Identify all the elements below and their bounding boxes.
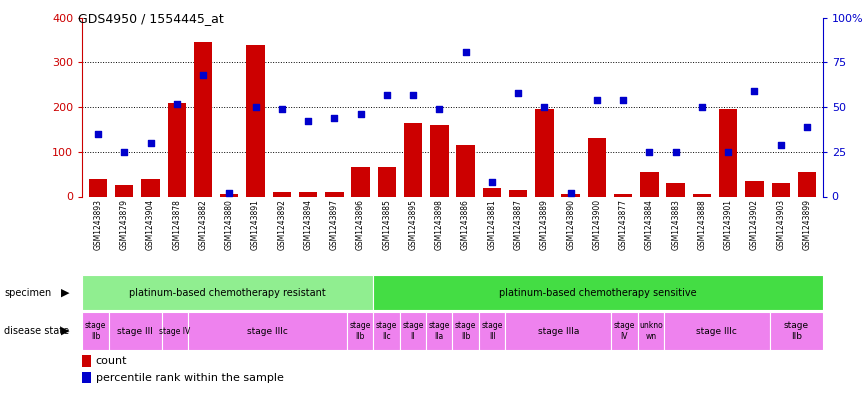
Text: disease state: disease state	[4, 326, 69, 336]
Point	[800, 124, 814, 130]
Bar	[456, 145, 475, 196]
Point	[196, 72, 210, 78]
Point	[301, 118, 315, 125]
Text: stage
III: stage III	[481, 321, 503, 341]
Text: stage
IV: stage IV	[614, 321, 635, 341]
Point	[327, 115, 341, 121]
Text: stage
IIa: stage IIa	[429, 321, 450, 341]
Bar	[479, 312, 506, 350]
Point	[223, 190, 236, 196]
Bar	[399, 312, 426, 350]
Bar	[614, 194, 632, 196]
Point	[564, 190, 578, 196]
Bar	[194, 42, 212, 196]
Bar	[141, 178, 159, 196]
Text: stage
IIb: stage IIb	[455, 321, 476, 341]
Bar	[346, 312, 373, 350]
Point	[485, 179, 499, 185]
Text: GDS4950 / 1554445_at: GDS4950 / 1554445_at	[78, 12, 223, 25]
Point	[275, 106, 288, 112]
Bar	[452, 312, 479, 350]
Text: stage IIIc: stage IIIc	[247, 327, 288, 336]
Bar	[246, 44, 265, 196]
Bar	[89, 178, 107, 196]
Bar	[482, 187, 501, 196]
Bar	[373, 275, 823, 310]
Point	[511, 90, 525, 96]
Bar	[168, 103, 186, 196]
Point	[643, 149, 656, 155]
Bar	[746, 181, 764, 196]
Bar	[378, 167, 396, 196]
Bar	[509, 190, 527, 196]
Bar	[588, 138, 606, 196]
Text: stage IIIa: stage IIIa	[538, 327, 579, 336]
Bar	[325, 192, 344, 196]
Bar	[561, 194, 580, 196]
Point	[353, 111, 367, 118]
Bar	[273, 192, 291, 196]
Text: stage
II: stage II	[402, 321, 423, 341]
Point	[170, 100, 184, 107]
Bar	[373, 312, 399, 350]
Text: stage III: stage III	[117, 327, 153, 336]
Text: stage IV: stage IV	[159, 327, 191, 336]
Bar	[162, 312, 188, 350]
Text: platinum-based chemotherapy sensitive: platinum-based chemotherapy sensitive	[499, 288, 697, 298]
Point	[459, 48, 473, 55]
Bar	[430, 125, 449, 196]
Text: unkno
wn: unkno wn	[639, 321, 662, 341]
Bar	[693, 194, 711, 196]
Bar	[82, 312, 109, 350]
Text: count: count	[95, 356, 127, 366]
Bar	[352, 167, 370, 196]
Bar	[82, 372, 91, 384]
Bar	[667, 183, 685, 196]
Bar	[535, 109, 553, 196]
Point	[432, 106, 446, 112]
Point	[249, 104, 262, 110]
Bar	[220, 194, 238, 196]
Point	[773, 141, 787, 148]
Point	[721, 149, 735, 155]
Point	[144, 140, 158, 146]
Point	[91, 131, 105, 137]
Point	[617, 97, 630, 103]
Bar	[82, 355, 91, 367]
Text: ▶: ▶	[61, 288, 69, 298]
Text: ▶: ▶	[61, 326, 69, 336]
Text: stage
IIc: stage IIc	[376, 321, 397, 341]
Bar	[404, 123, 423, 196]
Point	[406, 92, 420, 98]
Bar	[188, 312, 346, 350]
Point	[747, 88, 761, 94]
Bar	[299, 192, 317, 196]
Text: stage
IIb: stage IIb	[349, 321, 371, 341]
Text: stage IIIc: stage IIIc	[696, 327, 737, 336]
Bar	[426, 312, 452, 350]
Bar	[637, 312, 664, 350]
Text: percentile rank within the sample: percentile rank within the sample	[95, 373, 283, 383]
Point	[590, 97, 604, 103]
Text: stage
IIb: stage IIb	[85, 321, 107, 341]
Bar	[719, 109, 737, 196]
Point	[669, 149, 682, 155]
Point	[538, 104, 552, 110]
Point	[695, 104, 709, 110]
Point	[380, 92, 394, 98]
Bar	[109, 312, 162, 350]
Text: platinum-based chemotherapy resistant: platinum-based chemotherapy resistant	[129, 288, 326, 298]
Bar	[772, 183, 790, 196]
Point	[118, 149, 132, 155]
Bar	[770, 312, 823, 350]
Bar	[506, 312, 611, 350]
Bar	[82, 275, 373, 310]
Bar	[115, 185, 133, 196]
Text: specimen: specimen	[4, 288, 52, 298]
Bar	[611, 312, 637, 350]
Bar	[664, 312, 770, 350]
Bar	[640, 172, 659, 196]
Bar	[798, 172, 816, 196]
Text: stage
IIb: stage IIb	[784, 321, 809, 341]
